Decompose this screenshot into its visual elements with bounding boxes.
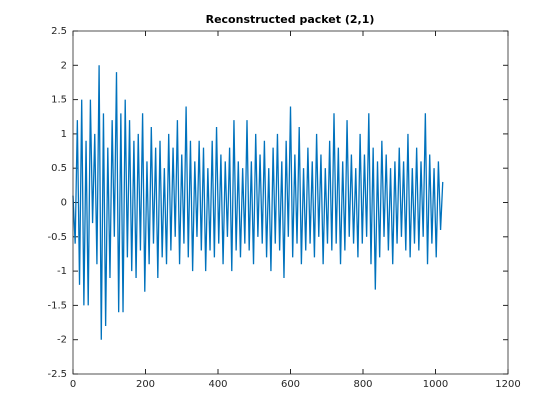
x-tick-label: 800 [353, 379, 372, 390]
y-tick-label: -0.5 [47, 232, 67, 243]
x-tick-label: 0 [70, 379, 76, 390]
y-tick-label: -2.5 [47, 369, 67, 380]
data-line [72, 65, 444, 340]
y-tick-label: 0 [61, 198, 67, 209]
y-tick-label: 2.5 [51, 26, 67, 37]
x-tick-label: 1000 [423, 379, 448, 390]
y-tick-label: 1 [61, 129, 67, 140]
y-tick-label: -1.5 [47, 300, 67, 311]
y-tick-label: -2 [57, 335, 67, 346]
y-tick-label: 0.5 [51, 163, 67, 174]
plot-area [73, 31, 508, 374]
y-tick-label: 1.5 [51, 95, 67, 106]
x-tick-label: 1200 [495, 379, 520, 390]
x-tick-label: 400 [208, 379, 227, 390]
y-tick-label: -1 [57, 266, 67, 277]
x-tick-label: 200 [136, 379, 155, 390]
axes-box [72, 30, 509, 375]
x-tick-label: 600 [281, 379, 300, 390]
y-tick-label: 2 [61, 60, 67, 71]
chart-title: Reconstructed packet (2,1) [206, 13, 375, 26]
